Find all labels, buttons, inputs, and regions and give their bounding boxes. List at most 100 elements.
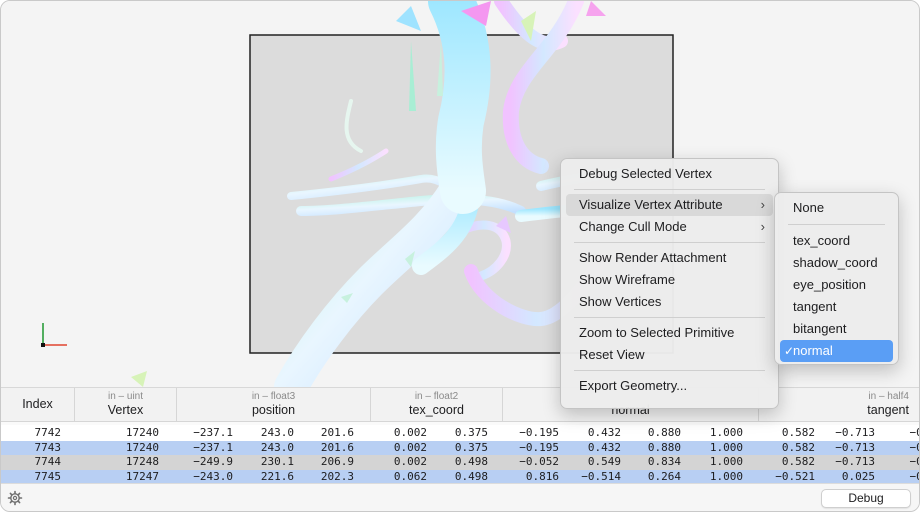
cell-tangent-x: −0.521: [775, 469, 815, 483]
column-type-tex-coord: in – float2: [414, 391, 459, 402]
cell-position-y: 243.0: [260, 440, 294, 454]
cell-texcoord-v: 0.375: [454, 426, 488, 439]
menu-separator: [574, 189, 765, 190]
column-title-vertex: Vertex: [107, 403, 144, 417]
cell-normal-x: −0.195: [519, 426, 559, 439]
column-header-tangent[interactable]: in – half4 tangent: [759, 388, 919, 422]
submenu-item-bitangent[interactable]: bitangent: [780, 318, 893, 340]
column-header-vertex[interactable]: in – uint Vertex: [75, 388, 177, 422]
column-type-vertex: in – uint: [107, 391, 144, 402]
table-row[interactable]: 7743 17240 −237.1 243.0 201.6 0.002 0.375 −0.19…: [1, 440, 920, 455]
cell-normal-y: 0.432: [587, 440, 621, 454]
cell-index: 7742: [34, 426, 62, 439]
gear-icon[interactable]: [7, 490, 23, 506]
cell-index: 7745: [34, 469, 62, 483]
cell-tangent-z: −0.3: [909, 426, 920, 439]
cell-tangent-z: −0.3: [909, 455, 920, 468]
menu-item-label: None: [793, 200, 825, 215]
column-header-position[interactable]: in – float3 position: [177, 388, 371, 422]
menu-item-label: Zoom to Selected Primitive: [579, 325, 735, 340]
cell-normal-y: 0.432: [587, 426, 621, 439]
axis-gizmo: [31, 319, 71, 359]
cell-normal-w: 1.000: [709, 455, 743, 468]
menu-item-label: Reset View: [579, 347, 645, 362]
menu-item-show-vertices[interactable]: Show Vertices: [566, 291, 773, 313]
column-header-index[interactable]: Index: [1, 388, 75, 422]
cell-vertex: 17248: [125, 455, 159, 468]
column-type-tangent: in – half4: [868, 391, 909, 402]
cell-texcoord-u: 0.002: [393, 455, 427, 468]
menu-separator: [574, 370, 765, 371]
table-row[interactable]: 7744 17248 −249.9 230.1 206.9 0.002 0.498 −0.05…: [1, 455, 920, 470]
menu-separator: [574, 317, 765, 318]
cell-index: 7744: [34, 455, 62, 468]
submenu-item-none[interactable]: None: [780, 197, 893, 219]
vertex-table[interactable]: Index in – uint Vertex in – float3 posit…: [1, 387, 920, 483]
column-title-tangent: tangent: [867, 403, 909, 417]
cell-normal-x: 0.816: [525, 469, 559, 483]
cell-index: 7743: [34, 440, 62, 454]
cell-normal-z: 0.880: [647, 440, 681, 454]
menu-item-label: shadow_coord: [793, 255, 878, 270]
column-title-position: position: [251, 403, 296, 417]
menu-item-label: normal: [793, 343, 833, 358]
chevron-right-icon: ›: [760, 219, 765, 234]
cell-position-y: 230.1: [260, 455, 294, 468]
cell-normal-z: 0.880: [647, 426, 681, 439]
debug-button[interactable]: Debug: [821, 489, 911, 508]
submenu-item-shadow-coord[interactable]: shadow_coord: [780, 252, 893, 274]
menu-separator: [788, 224, 885, 225]
menu-separator: [574, 242, 765, 243]
cell-normal-x: −0.052: [519, 455, 559, 468]
menu-item-label: bitangent: [793, 321, 847, 336]
submenu-item-normal[interactable]: ✓ normal: [780, 340, 893, 362]
cell-normal-z: 0.264: [647, 469, 681, 483]
menu-item-label: Show Render Attachment: [579, 250, 727, 265]
column-header-tex-coord[interactable]: in – float2 tex_coord: [371, 388, 503, 422]
menu-item-label: tangent: [793, 299, 837, 314]
partial-row: [1, 422, 919, 425]
cell-normal-w: 1.000: [709, 440, 743, 454]
table-row[interactable]: 7742 17240 −237.1 243.0 201.6 0.002 0.375 −0.19…: [1, 426, 920, 441]
cell-position-x: −243.0: [193, 469, 233, 483]
cell-position-z: 201.6: [320, 426, 354, 439]
cell-position-x: −249.9: [193, 455, 233, 468]
menu-item-show-render-attachment[interactable]: Show Render Attachment: [566, 247, 773, 269]
menu-item-export-geometry[interactable]: Export Geometry...: [566, 375, 773, 397]
cell-tangent-z: −0.3: [909, 440, 920, 454]
menu-item-show-wireframe[interactable]: Show Wireframe: [566, 269, 773, 291]
table-row[interactable]: 7745 17247 −243.0 221.6 202.3 0.062 0.498 0.816…: [1, 469, 919, 483]
cell-position-z: 201.6: [320, 440, 354, 454]
submenu-item-tangent[interactable]: tangent: [780, 296, 893, 318]
cell-texcoord-u: 0.002: [393, 426, 427, 439]
cell-normal-x: −0.195: [519, 440, 559, 454]
cell-position-x: −237.1: [193, 426, 233, 439]
cell-position-y: 221.6: [260, 469, 294, 483]
menu-item-label: tex_coord: [793, 233, 851, 248]
column-title-tex-coord: tex_coord: [409, 403, 464, 417]
menu-item-reset-view[interactable]: Reset View: [566, 344, 773, 366]
menu-item-visualize-vertex-attribute[interactable]: Visualize Vertex Attribute ›: [566, 194, 773, 216]
submenu-item-eye-position[interactable]: eye_position: [780, 274, 893, 296]
menu-item-zoom-to-selected-primitive[interactable]: Zoom to Selected Primitive: [566, 322, 773, 344]
menu-item-label: Show Vertices: [579, 294, 662, 309]
checkmark-icon: ✓: [784, 344, 795, 358]
column-type-position: in – float3: [251, 391, 296, 402]
menu-item-change-cull-mode[interactable]: Change Cull Mode ›: [566, 216, 773, 238]
cell-position-z: 202.3: [320, 469, 354, 483]
cell-normal-w: 1.000: [709, 426, 743, 439]
cell-normal-z: 0.834: [647, 455, 681, 468]
cell-tangent-x: 0.582: [781, 455, 815, 468]
cell-tangent-y: −0.713: [835, 455, 875, 468]
cell-tangent-y: −0.713: [835, 440, 875, 454]
cell-vertex: 17247: [125, 469, 159, 483]
submenu-item-tex-coord[interactable]: tex_coord: [780, 230, 893, 252]
cell-vertex: 17240: [125, 426, 159, 439]
cell-texcoord-v: 0.498: [454, 455, 488, 468]
cell-texcoord-u: 0.062: [393, 469, 427, 483]
menu-item-debug-selected-vertex[interactable]: Debug Selected Vertex: [566, 163, 773, 185]
cell-tangent-x: 0.582: [781, 426, 815, 439]
viewport-context-menu: Debug Selected Vertex Visualize Vertex A…: [560, 158, 779, 409]
menu-item-label: Export Geometry...: [579, 378, 688, 393]
